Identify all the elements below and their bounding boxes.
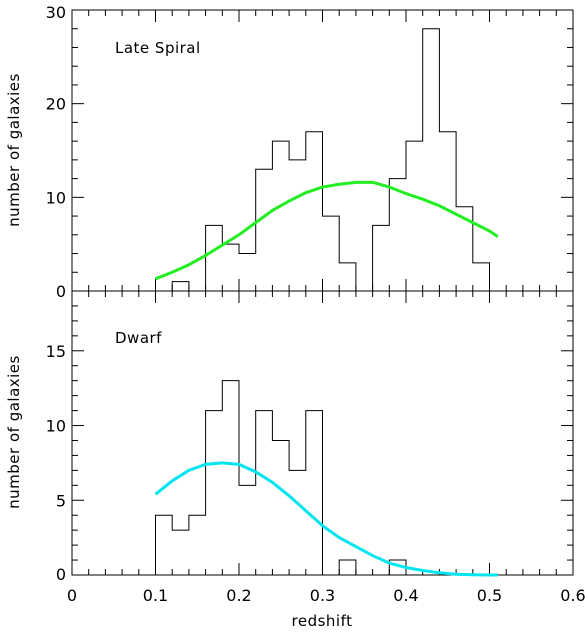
x-tick-labels: 0 0.1 0.2 0.3 0.4 0.5 0.6 — [67, 586, 585, 605]
x-tick-label: 0.5 — [477, 586, 502, 605]
model-curve-late-spiral — [154, 180, 499, 281]
panel-late-spiral: 0 10 20 30 Late Spiral number of galaxies — [5, 3, 574, 301]
histogram-dwarf — [155, 380, 423, 576]
y-tick-label: 5 — [56, 491, 66, 510]
histogram-late-spiral — [155, 28, 507, 292]
x-tick-label: 0 — [67, 586, 77, 605]
panel-dwarf: 0 5 10 15 0 0.1 0.2 0.3 0.4 0.5 0.6 Dwarf number … — [5, 290, 585, 630]
y-axis-label-top: number of galaxies — [5, 73, 23, 227]
y-tick-label: 10 — [46, 188, 66, 207]
y-tick-labels-bottom: 0 5 10 15 — [46, 342, 66, 584]
x-axis-label: redshift — [292, 612, 353, 630]
x-tick-label: 0.4 — [393, 586, 418, 605]
panel-title-late-spiral: Late Spiral — [115, 39, 201, 57]
panel-title-dwarf: Dwarf — [115, 329, 162, 347]
y-tick-label: 0 — [56, 565, 66, 584]
y-tick-label: 0 — [56, 282, 66, 301]
y-axis-label-bottom: number of galaxies — [5, 355, 23, 509]
y-tick-label: 20 — [46, 95, 66, 114]
y-tick-label: 10 — [46, 417, 66, 436]
x-tick-label: 0.3 — [310, 586, 335, 605]
y-tick-label: 30 — [46, 3, 66, 22]
y-tick-label: 15 — [46, 342, 66, 361]
y-tick-labels-top: 0 10 20 30 — [46, 3, 66, 301]
x-tick-label: 0.2 — [226, 586, 251, 605]
model-curve-dwarf — [154, 461, 498, 577]
x-tick-label: 0.6 — [560, 586, 585, 605]
x-tick-label: 0.1 — [143, 586, 168, 605]
